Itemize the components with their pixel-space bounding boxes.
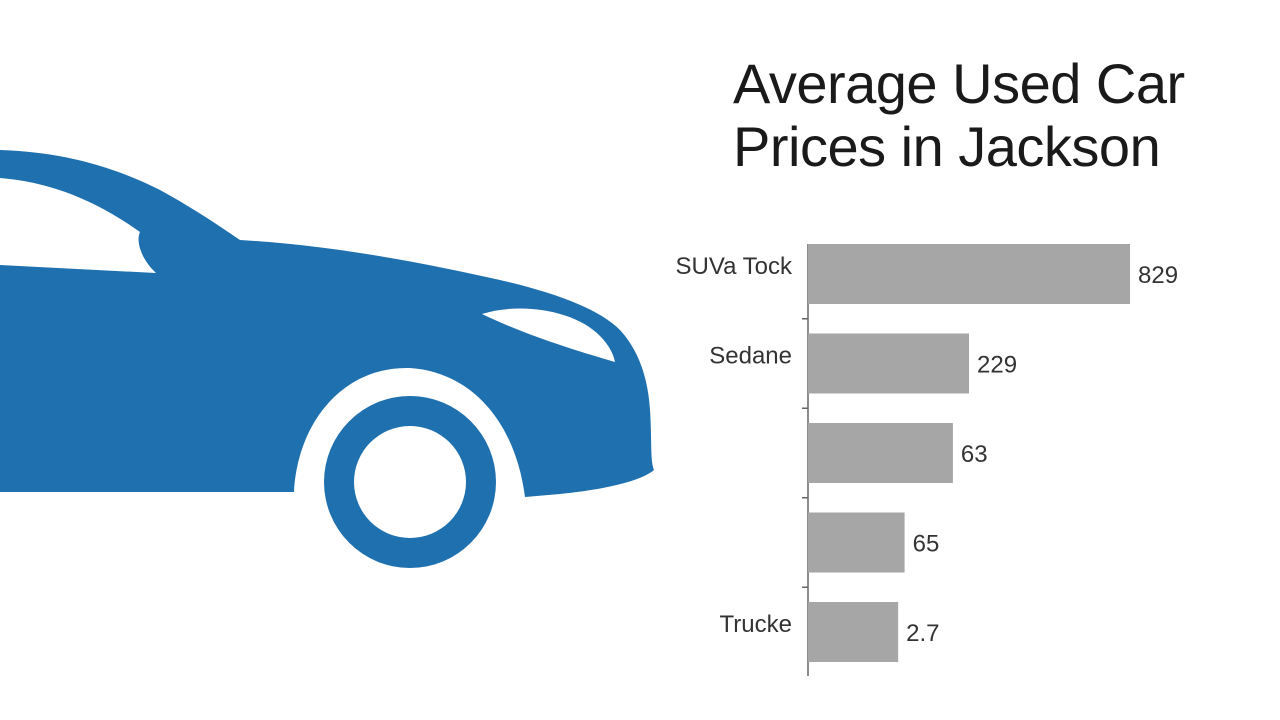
- bar-value-label: 829: [1138, 262, 1178, 289]
- bar-3: [808, 512, 905, 573]
- car-silhouette-icon: [0, 150, 654, 568]
- bar-1: [808, 333, 969, 394]
- car-windshield: [0, 178, 156, 273]
- bar-value-label: 65: [913, 531, 940, 558]
- bar-value-label: 229: [977, 352, 1017, 379]
- bar-value-label: 63: [961, 441, 988, 468]
- category-label: SUVa Tock: [676, 253, 793, 280]
- bar-0: [808, 244, 1130, 304]
- bar-chart: 829 SUVa Tock 229 Sedane 63 65 2.7 Trucke: [676, 244, 1178, 676]
- car-wheel-rim: [354, 426, 466, 538]
- category-label: Sedane: [709, 343, 792, 370]
- bar-4: [808, 602, 899, 662]
- car-headlight: [482, 308, 615, 362]
- car-body: [0, 150, 654, 497]
- chart-title: Average Used Car Prices in Jackson: [733, 52, 1273, 178]
- bar-value-label: 2.7: [906, 620, 939, 647]
- bar-2: [808, 423, 953, 483]
- chart-title-line-2: Prices in Jackson: [733, 115, 1161, 178]
- category-label: Trucke: [720, 611, 792, 638]
- chart-title-line-1: Average Used Car: [733, 52, 1185, 115]
